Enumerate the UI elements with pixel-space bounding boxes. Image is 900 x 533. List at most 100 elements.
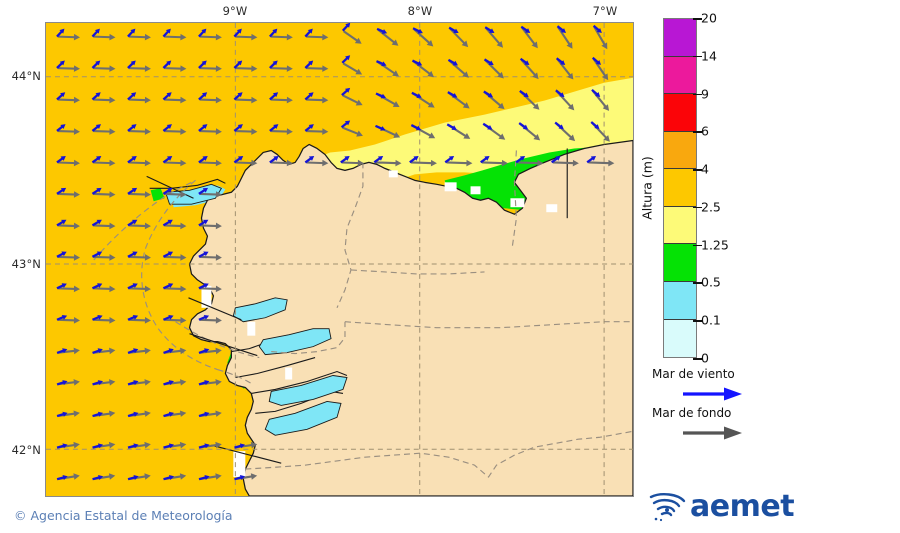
- wind-sea-arrow-head: [201, 28, 207, 34]
- colorbar-tickmark-0: [693, 18, 702, 20]
- wind-sea-arrow-head: [132, 314, 139, 320]
- wind-sea-arrow-head: [308, 92, 314, 98]
- coastal-nodata-cells: [201, 170, 558, 478]
- wind-sea-arrow-head: [380, 126, 386, 131]
- wind-sea-arrow-head: [559, 92, 565, 98]
- lon-tick-label-1: 8°W: [407, 4, 433, 18]
- swell-arrow: [552, 161, 575, 165]
- wind-sea-arrow-head: [381, 29, 388, 34]
- wind-sea-arrow-head: [95, 124, 102, 129]
- colorbar-tick-7: 0.5: [701, 274, 721, 290]
- wind-sea-arrow-head: [97, 348, 103, 354]
- wind-sea-arrow-head: [202, 124, 208, 129]
- wind-sea-arrow-head: [417, 61, 423, 66]
- swell-arrow-head: [532, 103, 540, 110]
- swell-arrow: [164, 255, 183, 259]
- swell-arrow: [128, 318, 147, 322]
- swell-arrow: [235, 161, 254, 165]
- wind-sea-arrow-head: [525, 28, 531, 33]
- swell-arrow-head: [354, 37, 362, 44]
- swell-arrow: [556, 58, 572, 78]
- aemet-logo: aemet: [648, 490, 795, 524]
- swell-arrow-head: [215, 473, 222, 480]
- swell-arrow-head: [215, 191, 222, 198]
- swell-arrow-head: [251, 65, 258, 72]
- colorbar-tickmark-1: [693, 55, 702, 58]
- wave-height-map[interactable]: [45, 22, 634, 497]
- wind-sea-arrow-head: [203, 283, 209, 288]
- swell-arrow: [93, 161, 112, 165]
- wind-sea-arrow-head: [131, 124, 137, 129]
- swell-arrow: [593, 26, 607, 47]
- colorbar-tickmark-4: [693, 169, 702, 171]
- wind-sea-arrow-head: [166, 92, 172, 98]
- swell-arrow: [58, 98, 77, 102]
- colorbar-tick-3: 6: [701, 123, 709, 139]
- swell-arrow: [164, 192, 183, 196]
- colorbar-tickmark-9: [693, 358, 702, 360]
- swell-arrow-head: [73, 33, 80, 41]
- swell-arrow-head: [73, 473, 80, 480]
- wind-sea-arrow-head: [166, 155, 173, 161]
- wind-sea-arrow-icon: [683, 387, 742, 401]
- swell-arrow-head: [533, 134, 541, 141]
- swell-arrow-head: [215, 379, 222, 386]
- wind-sea-arrow-head: [62, 348, 68, 354]
- wind-sea-arrow-head: [204, 474, 210, 480]
- swell-arrow-head: [391, 39, 399, 46]
- swell-arrow: [199, 287, 218, 291]
- swell-arrow-head: [109, 347, 116, 355]
- swell-arrow-head: [180, 33, 187, 41]
- wind-sea-arrow-head: [489, 28, 495, 33]
- swell-arrow-head: [144, 347, 151, 355]
- aemet-swirl-icon: [649, 493, 686, 522]
- wind-sea-arrow-head: [96, 251, 103, 257]
- swell-arrow-head: [286, 96, 293, 104]
- wind-sea-arrow-head: [239, 474, 246, 480]
- colorbar-tickmark-2: [693, 93, 702, 96]
- swell-arrow-head: [144, 317, 151, 324]
- swell-arrow-head: [144, 285, 151, 293]
- wind-sea-arrow-head: [167, 187, 173, 193]
- swell-arrow-head: [215, 410, 222, 417]
- wind-sea-arrow-head: [167, 251, 174, 257]
- wind-sea-arrow-head: [202, 187, 209, 193]
- swell-arrow-head: [501, 159, 508, 167]
- lat-tick-label-2: 42°N: [11, 443, 41, 457]
- colorbar-segment-9-14: [664, 56, 696, 95]
- swell-arrow-head: [392, 70, 399, 77]
- wind-sea-arrow-head: [522, 124, 529, 130]
- wind-sea-arrow-head: [61, 283, 67, 288]
- swell-arrow-head: [73, 254, 80, 261]
- wind-sea-arrow-head: [345, 55, 351, 61]
- swell-arrow-head: [355, 99, 363, 106]
- swell-arrow-head: [251, 128, 258, 135]
- wind-sea-arrow-head: [60, 155, 66, 161]
- ria-water-vigo: [264, 400, 342, 436]
- wind-sea-arrow-head: [168, 411, 174, 417]
- wind-sea-arrow-head: [62, 443, 68, 449]
- swell-arrow-head: [73, 159, 80, 167]
- wind-sea-arrow-head: [519, 155, 526, 161]
- swell-arrow: [164, 98, 183, 102]
- swell-arrow: [306, 161, 325, 165]
- swell-arrow: [164, 224, 183, 228]
- wind-sea-arrow-head: [166, 124, 172, 129]
- swell-arrow: [235, 129, 254, 133]
- wind-sea-arrow-head: [558, 124, 564, 130]
- swell-arrow-head: [568, 134, 576, 142]
- wind-sea-arrow-head: [96, 187, 102, 193]
- swell-arrow: [199, 255, 218, 259]
- swell-arrow-head: [109, 191, 116, 198]
- wind-sea-arrow-head: [165, 28, 171, 34]
- wind-sea-arrow-head: [132, 251, 138, 257]
- wind-sea-arrow-head: [132, 219, 138, 225]
- swell-arrow-head: [108, 473, 116, 480]
- swell-arrow-head: [572, 159, 579, 167]
- colorbar-segment-2_5-4: [664, 169, 696, 207]
- swell-arrow-head: [250, 441, 258, 449]
- map-canvas: [46, 23, 633, 496]
- swell-arrow-head: [463, 133, 471, 139]
- swell-arrow: [235, 98, 254, 102]
- swell-arrow: [58, 192, 77, 196]
